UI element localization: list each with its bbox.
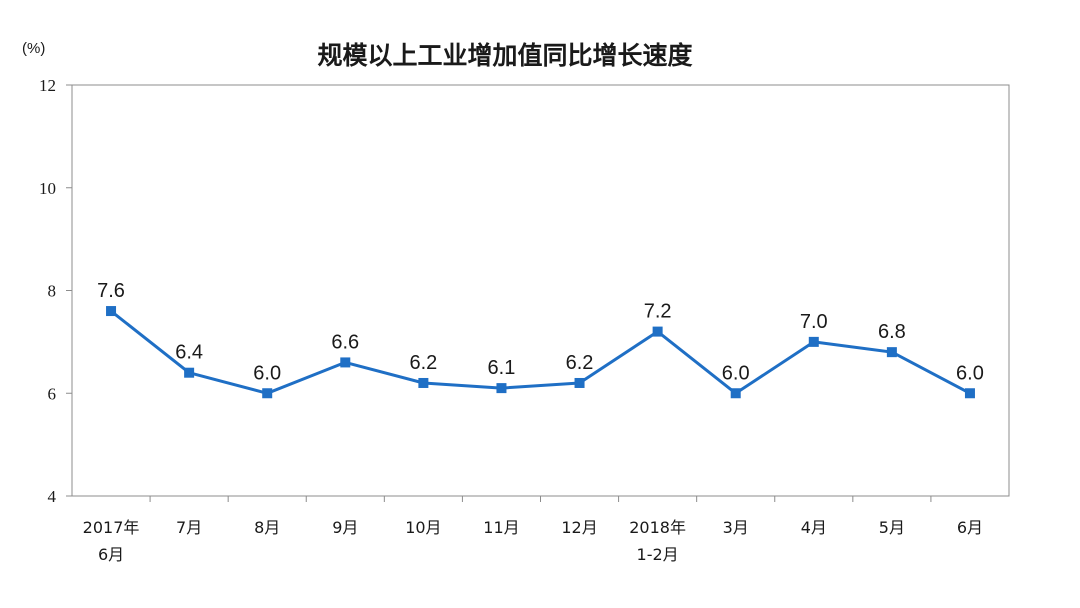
x-category-label: 4月 [801, 518, 827, 537]
x-category-label: 2017年 [83, 518, 140, 537]
data-point-marker [340, 357, 351, 368]
data-point-marker [886, 347, 897, 358]
y-unit-label: (%) [22, 40, 45, 57]
x-category-label: 10月 [405, 518, 441, 537]
x-category-label: 7月 [176, 518, 202, 537]
x-category-label: 2018年 [629, 518, 686, 537]
x-category-label: 3月 [723, 518, 749, 537]
y-tick-label: 4 [48, 487, 57, 506]
x-category-label: 1-2月 [637, 545, 679, 564]
x-category-label: 6月 [98, 545, 124, 564]
data-value-label: 7.6 [97, 280, 125, 302]
y-axis: 4 6 8 10 12 [39, 76, 72, 506]
data-value-label: 6.0 [253, 362, 281, 384]
data-value-label: 6.1 [488, 357, 516, 379]
data-value-label: 6.2 [409, 352, 437, 374]
series-line-group [106, 306, 975, 399]
data-point-marker [262, 388, 273, 399]
chart-title: 规模以上工业增加值同比增长速度 [317, 41, 692, 70]
data-point-marker [184, 367, 195, 378]
y-tick-label: 12 [39, 76, 56, 95]
data-point-marker [496, 383, 507, 394]
x-category-label: 5月 [879, 518, 905, 537]
data-point-marker [964, 388, 975, 399]
data-value-label: 6.0 [956, 362, 984, 384]
data-point-marker [418, 377, 429, 388]
y-tick-label: 10 [39, 179, 56, 198]
x-category-label: 12月 [561, 518, 597, 537]
data-value-label: 6.8 [878, 321, 906, 343]
data-value-label: 6.6 [331, 331, 359, 353]
x-category-label: 6月 [957, 518, 983, 537]
y-tick-label: 8 [48, 282, 57, 301]
data-value-label: 6.2 [566, 352, 594, 374]
x-category-label: 8月 [254, 518, 280, 537]
data-value-label: 7.2 [644, 301, 672, 323]
data-point-marker [106, 306, 117, 317]
plot-area-frame [71, 84, 1010, 497]
x-category-label: 11月 [483, 518, 519, 537]
series-line [110, 309, 971, 395]
data-value-label: 7.0 [800, 311, 828, 333]
data-point-marker [574, 377, 585, 388]
data-value-label: 6.0 [722, 362, 750, 384]
y-tick-label: 6 [48, 384, 57, 403]
data-labels: 7.6 6.4 6.0 6.6 6.2 6.1 6.2 7.2 6.0 7.0 6.8 6.0 [97, 280, 984, 384]
x-axis: 2017年 6月 7月 8月 9月 10月 11月 12月 2018年 1-2月 3月 4月 5月 6月 [83, 496, 983, 564]
x-category-label: 9月 [332, 518, 358, 537]
data-value-label: 6.4 [175, 342, 203, 364]
data-point-marker [808, 336, 819, 347]
data-point-marker [652, 326, 663, 337]
data-point-marker [730, 388, 741, 399]
